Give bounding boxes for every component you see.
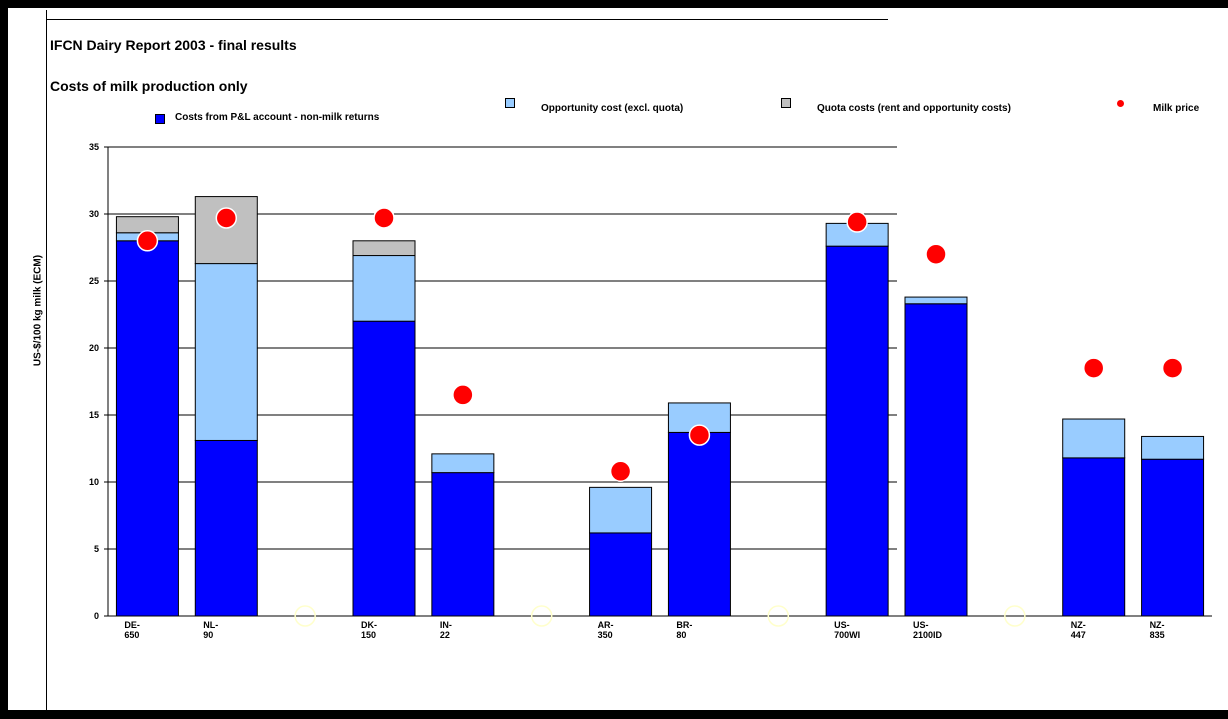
milk-price-point — [925, 243, 947, 265]
bar-segment — [1141, 435, 1205, 460]
legend-swatch-opportunity-cost — [505, 98, 515, 108]
empty-category-marker — [1004, 605, 1026, 627]
legend-marker-milk-price — [1117, 100, 1124, 107]
bar-segment — [825, 245, 889, 617]
top-border-line — [46, 19, 888, 20]
bar-segment — [589, 532, 653, 617]
x-tick-label: AR-350 — [598, 620, 614, 640]
bar-segment — [115, 240, 179, 617]
milk-price-point — [452, 384, 474, 406]
chart-subtitle: Costs of milk production only — [50, 78, 248, 94]
bar-segment — [904, 303, 968, 617]
bar-segment — [194, 439, 258, 617]
x-tick-label: IN-22 — [440, 620, 452, 640]
x-tick-label: US-700WI — [834, 620, 860, 640]
milk-price-point — [136, 230, 159, 252]
legend-label-pl-costs: Costs from P&L account - non-milk return… — [175, 112, 380, 123]
milk-price-point — [1161, 357, 1184, 379]
y-tick-label: 15 — [89, 410, 99, 420]
bottom-border-line — [8, 710, 1228, 711]
x-tick-label: DK-150 — [361, 620, 377, 640]
bar-segment — [431, 472, 495, 617]
bar-segment — [352, 255, 416, 322]
bar-segment — [194, 196, 258, 265]
x-tick-label: US-2100ID — [913, 620, 943, 640]
y-tick-label: 25 — [89, 276, 99, 286]
bar-segment — [1062, 418, 1126, 459]
x-tick-label: NZ-447 — [1071, 620, 1086, 640]
milk-price-point — [609, 460, 632, 483]
milk-price-point — [688, 424, 711, 446]
left-border-line — [46, 10, 47, 713]
milk-price-point — [1082, 357, 1105, 379]
empty-category-marker — [530, 605, 553, 627]
x-tick-label: DE-650 — [124, 620, 140, 640]
legend-swatch-pl-costs — [155, 114, 165, 124]
empty-category-marker — [767, 605, 790, 627]
x-tick-label: NZ-835 — [1150, 620, 1165, 640]
bar-segment — [904, 296, 968, 305]
bar-segment — [352, 240, 416, 257]
bar-segment — [194, 263, 258, 441]
milk-price-point — [846, 211, 868, 233]
bar-segment — [1141, 458, 1205, 617]
milk-price-point — [373, 207, 395, 229]
legend-swatch-quota-costs — [781, 98, 791, 108]
milk-price-point — [215, 207, 238, 229]
y-tick-label: 5 — [94, 544, 99, 554]
y-tick-label: 30 — [89, 209, 99, 219]
bar-segment — [1062, 457, 1126, 617]
x-tick-label: NL-90 — [203, 620, 218, 640]
legend-label-quota-costs: Quota costs (rent and opportunity costs) — [817, 103, 1011, 114]
y-tick-label: 10 — [89, 477, 99, 487]
legend-label-opportunity-cost: Opportunity cost (excl. quota) — [541, 103, 684, 114]
bar-segment — [667, 431, 731, 617]
x-tick-label: BR-80 — [676, 620, 692, 640]
legend-label-milk-price: Milk price — [1153, 103, 1200, 114]
empty-category-marker — [294, 605, 316, 627]
y-tick-label: 0 — [94, 611, 99, 621]
y-tick-label: 35 — [89, 142, 99, 152]
bar-segment — [352, 320, 416, 617]
chart-title: IFCN Dairy Report 2003 - final results — [50, 37, 297, 53]
bar-segment — [589, 486, 653, 534]
y-tick-label: 20 — [89, 343, 99, 353]
bar-segment — [431, 453, 495, 474]
